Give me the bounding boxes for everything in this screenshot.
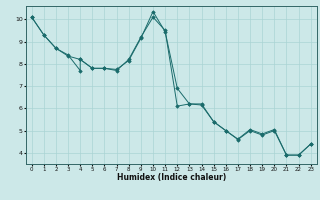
X-axis label: Humidex (Indice chaleur): Humidex (Indice chaleur) [116,173,226,182]
